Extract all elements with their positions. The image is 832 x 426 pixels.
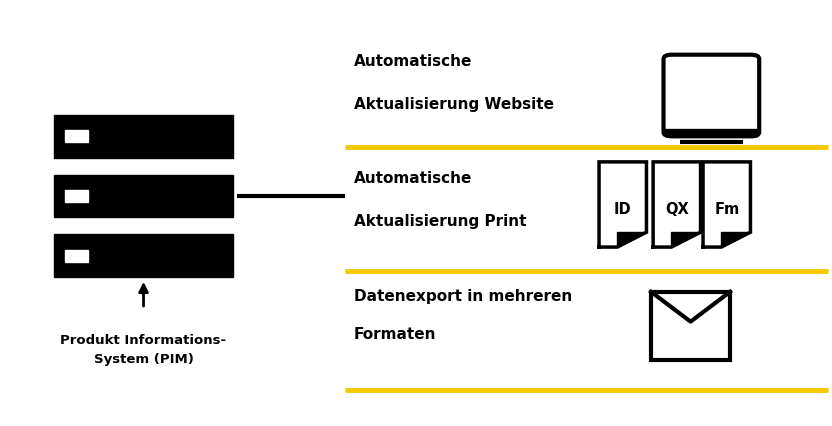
Polygon shape	[617, 232, 646, 247]
Bar	[65, 130, 88, 142]
Bar	[651, 292, 730, 360]
Text: QX: QX	[665, 202, 689, 217]
Bar	[65, 190, 88, 202]
Bar	[54, 234, 233, 277]
Text: Automatische: Automatische	[354, 54, 472, 69]
Text: ID: ID	[614, 202, 631, 217]
Text: Automatische: Automatische	[354, 171, 472, 187]
Polygon shape	[599, 162, 646, 247]
FancyBboxPatch shape	[663, 55, 759, 136]
Polygon shape	[721, 232, 750, 247]
Text: Produkt Informations-
System (PIM): Produkt Informations- System (PIM)	[61, 334, 226, 366]
Text: Datenexport in mehreren: Datenexport in mehreren	[354, 288, 572, 304]
Text: Aktualisierung Website: Aktualisierung Website	[354, 97, 553, 112]
Polygon shape	[671, 232, 701, 247]
Bar	[54, 175, 233, 217]
Polygon shape	[653, 162, 701, 247]
Text: Fm: Fm	[714, 202, 740, 217]
Text: Formaten: Formaten	[354, 327, 436, 342]
Text: Aktualisierung Print: Aktualisierung Print	[354, 214, 526, 229]
Polygon shape	[703, 162, 750, 247]
Bar	[54, 115, 233, 158]
Bar	[65, 250, 88, 262]
